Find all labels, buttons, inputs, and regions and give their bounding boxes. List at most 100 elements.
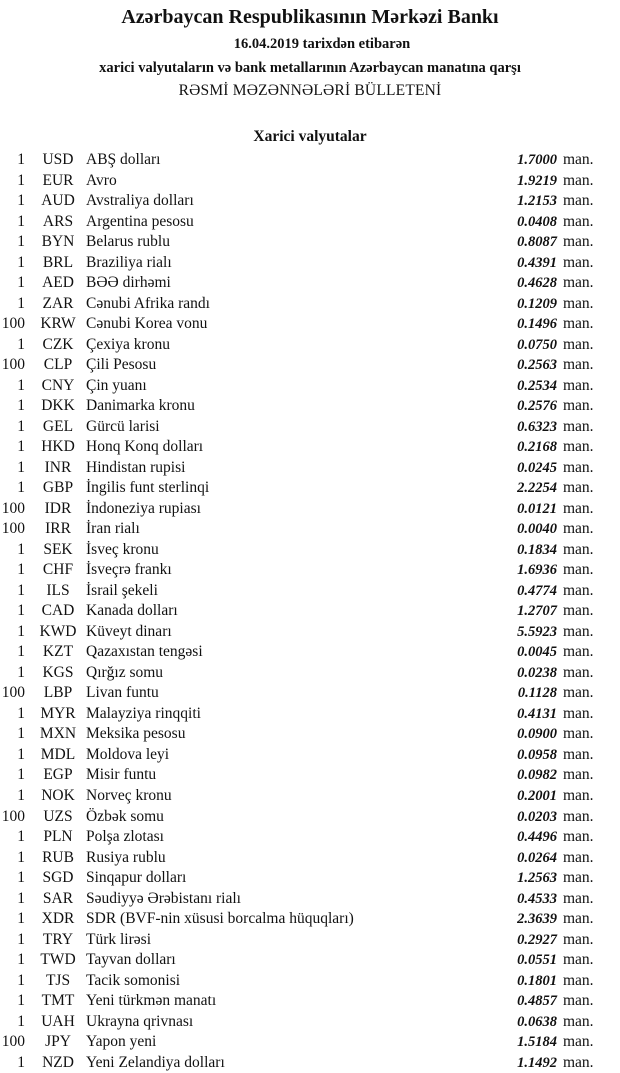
currency-name: Polşa zlotası [86, 828, 164, 846]
table-row: 1 EUR Avro 1.9219 man. [0, 171, 620, 192]
currency-name: Misir funtu [86, 766, 157, 784]
currency-code: ARS [42, 212, 74, 230]
table-row: 1 PLN Polşa zlotası 0.4496 man. [0, 827, 620, 848]
bulletin-title: RƏSMİ MƏZƏNNƏLƏRİ BÜLLETENİ [178, 82, 442, 99]
unit-label: man. [563, 910, 594, 928]
currency-code: MXN [39, 725, 77, 743]
table-row: 1 XDR SDR (BVF-nin xüsusi borcalma hüquqla… [0, 909, 620, 930]
unit-label: man. [563, 540, 594, 558]
table-row: 1 TRY Türk lirəsi 0.2927 man. [0, 930, 620, 951]
currency-name: Çin yuanı [86, 376, 147, 394]
currency-name: Belarus rublu [86, 233, 170, 251]
table-row: 1 DKK Danimarka kronu 0.2576 man. [0, 396, 620, 417]
table-row: 1 MDL Moldova leyi 0.0958 man. [0, 745, 620, 766]
table-row: 1 UAH Ukrayna qrivnası 0.0638 man. [0, 1012, 620, 1033]
currency-code: CAD [41, 602, 75, 620]
table-row: 100 IDR İndoneziya rupiası 0.0121 man. [0, 499, 620, 520]
currency-code: ILS [46, 581, 70, 599]
currency-name: Yeni Zelandiya dolları [86, 1053, 225, 1071]
table-row: 1 GBP İngilis funt sterlinqi 2.2254 man. [0, 478, 620, 499]
amount: 1 [17, 910, 25, 928]
table-row: 1 MYR Malayziya rinqqiti 0.4131 man. [0, 704, 620, 725]
unit-label: man. [563, 438, 594, 456]
exchange-rate: 0.0638 [517, 1013, 557, 1030]
currency-name: Qırğız somu [86, 663, 164, 681]
exchange-rate: 0.1128 [517, 685, 557, 702]
table-row: 1 TMT Yeni türkmən manatı 0.4857 man. [0, 991, 620, 1012]
table-row: 100 IRR İran rialı 0.0040 man. [0, 519, 620, 540]
amount: 1 [17, 171, 25, 189]
currency-code: UAH [41, 1012, 75, 1030]
section-title: Xarici valyutalar [253, 128, 367, 145]
exchange-rate: 2.2254 [517, 480, 557, 497]
amount: 1 [17, 212, 25, 230]
unit-label: man. [563, 1053, 594, 1071]
currency-name: BƏƏ dirhəmi [86, 274, 171, 292]
currency-name: Meksika pesosu [86, 725, 186, 743]
currency-name: Türk lirəsi [86, 930, 151, 948]
currency-code: XDR [41, 910, 75, 928]
unit-label: man. [563, 786, 594, 804]
exchange-rate: 0.0408 [517, 213, 557, 230]
amount: 100 [1, 356, 25, 374]
bank-title: Azərbaycan Respublikasının Mərkəzi Bankı [121, 6, 499, 28]
table-row: 1 BYN Belarus rublu 0.8087 man. [0, 232, 620, 253]
exchange-rate: 0.0264 [517, 849, 557, 866]
unit-label: man. [563, 581, 594, 599]
table-row: 100 KRW Cənubi Korea vonu 0.1496 man. [0, 314, 620, 335]
exchange-rate: 0.4533 [517, 890, 557, 907]
currency-name: Braziliya rialı [86, 253, 172, 271]
table-row: 100 LBP Livan funtu 0.1128 man. [0, 683, 620, 704]
currency-code: CNY [41, 376, 75, 394]
exchange-rate: 0.0245 [517, 459, 557, 476]
currency-code: DKK [41, 397, 75, 415]
table-row: 1 CZK Çexiya kronu 0.0750 man. [0, 335, 620, 356]
amount: 1 [17, 335, 25, 353]
unit-label: man. [563, 520, 594, 538]
currency-name: İsveç kronu [86, 540, 159, 558]
currency-code: TWD [40, 951, 76, 969]
exchange-rate: 0.1496 [517, 316, 557, 333]
table-row: 1 NOK Norveç kronu 0.2001 man. [0, 786, 620, 807]
exchange-rate: 0.0958 [517, 746, 557, 763]
amount: 1 [17, 622, 25, 640]
currency-code: KWD [39, 622, 77, 640]
currency-name: Yapon yeni [86, 1033, 157, 1051]
amount: 1 [17, 151, 25, 168]
table-row: 1 KZT Qazaxıstan tengəsi 0.0045 man. [0, 642, 620, 663]
unit-label: man. [563, 828, 594, 846]
amount: 100 [1, 499, 25, 517]
currency-code: TRY [42, 930, 74, 948]
currency-code: AED [42, 274, 74, 292]
amount: 1 [17, 1053, 25, 1071]
table-row: 1 AUD Avstraliya dolları 1.2153 man. [0, 191, 620, 212]
table-row: 1 BRL Braziliya rialı 0.4391 man. [0, 253, 620, 274]
exchange-rate: 0.6323 [517, 418, 557, 435]
amount: 1 [17, 971, 25, 989]
amount: 1 [17, 869, 25, 887]
currency-name: Norveç kronu [86, 786, 172, 804]
exchange-rate: 1.5184 [517, 1034, 557, 1051]
currency-name: ABŞ dolları [86, 151, 161, 168]
currency-name: Malayziya rinqqiti [86, 704, 201, 722]
amount: 1 [17, 540, 25, 558]
currency-name: Qazaxıstan tengəsi [86, 643, 203, 661]
currency-name: Çexiya kronu [86, 335, 170, 353]
currency-code: NOK [41, 786, 75, 804]
table-row: 1 ILS İsrail şekeli 0.4774 man. [0, 581, 620, 602]
currency-code: RUB [42, 848, 74, 866]
unit-label: man. [563, 356, 594, 374]
currency-name: SDR (BVF-nin xüsusi borcalma hüquqları) [86, 910, 354, 928]
exchange-rate: 1.2707 [517, 603, 557, 620]
unit-label: man. [563, 930, 594, 948]
exchange-rate: 0.0121 [517, 500, 557, 517]
unit-label: man. [563, 315, 594, 333]
exchange-rate: 1.2563 [517, 870, 557, 887]
currency-code: CHF [42, 561, 74, 579]
amount: 1 [17, 704, 25, 722]
unit-label: man. [563, 561, 594, 579]
unit-label: man. [563, 274, 594, 292]
amount: 1 [17, 643, 25, 661]
currency-code: SGD [42, 869, 74, 887]
amount: 1 [17, 663, 25, 681]
